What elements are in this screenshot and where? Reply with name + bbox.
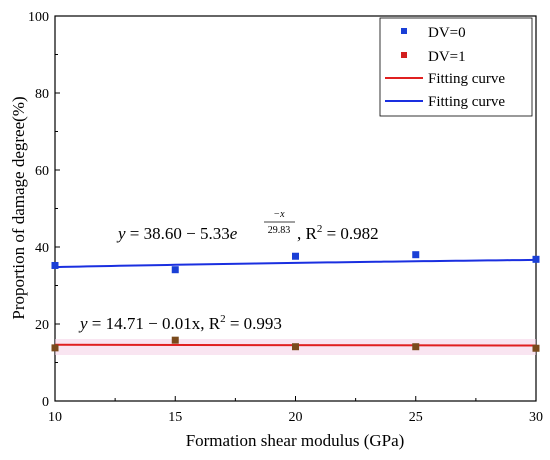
data-point-dv1: [292, 343, 299, 351]
x-axis-ticks: 10 15 20 25 30: [48, 396, 543, 425]
y-tick-label: 40: [35, 241, 49, 256]
data-point-dv0: [532, 255, 540, 263]
legend-box: [379, 17, 533, 117]
data-point-dv0: [51, 261, 59, 269]
legend-label-dv0: DV=0: [428, 25, 466, 41]
y-axis-ticks: 0 20 40 60 80 100: [28, 10, 60, 410]
x-tick-label: 15: [168, 410, 182, 425]
y-tick-label: 0: [42, 395, 49, 410]
legend-marker-dv1: [401, 52, 407, 58]
x-tick-label: 10: [48, 410, 62, 425]
blue-fit-equation: y = 38.60 − 5.33e: [116, 224, 238, 243]
legend: DV=0 DV=1 Fitting curve Fitting curve: [379, 17, 533, 117]
y-tick-label: 80: [35, 87, 49, 102]
blue-fit-exponent-denominator: 29.83: [268, 225, 291, 236]
data-point-dv1: [412, 343, 420, 351]
y-tick-label: 60: [35, 164, 49, 179]
fitting-curve-blue: [54, 258, 537, 269]
blue-fit-exponent-numerator: −x: [273, 209, 285, 220]
red-fit-equation: y = 14.71 − 0.01x, R2 = 0.993: [78, 313, 282, 333]
data-point-dv1: [171, 336, 179, 344]
x-tick-label: 30: [529, 410, 543, 425]
legend-label-dv1: DV=1: [428, 49, 466, 65]
data-point-dv1: [532, 344, 540, 352]
y-tick-label: 100: [28, 10, 49, 25]
x-tick-label: 25: [409, 410, 423, 425]
data-point-dv0: [292, 252, 299, 260]
legend-label-fit-blue: Fitting curve: [428, 94, 505, 110]
data-point-dv0: [171, 266, 179, 274]
x-tick-label: 20: [289, 410, 303, 425]
data-point-dv0: [412, 251, 420, 259]
data-points: [51, 251, 540, 352]
legend-label-fit-red: Fitting curve: [428, 71, 505, 87]
legend-marker-dv0: [401, 28, 407, 34]
data-point-dv1: [51, 344, 59, 352]
x-axis-title: Formation shear modulus (GPa): [186, 431, 405, 450]
y-axis-title: Proportion of damage degree(%): [9, 96, 28, 319]
y-tick-label: 20: [35, 318, 49, 333]
blue-fit-r-squared: , R2 = 0.982: [297, 223, 379, 243]
